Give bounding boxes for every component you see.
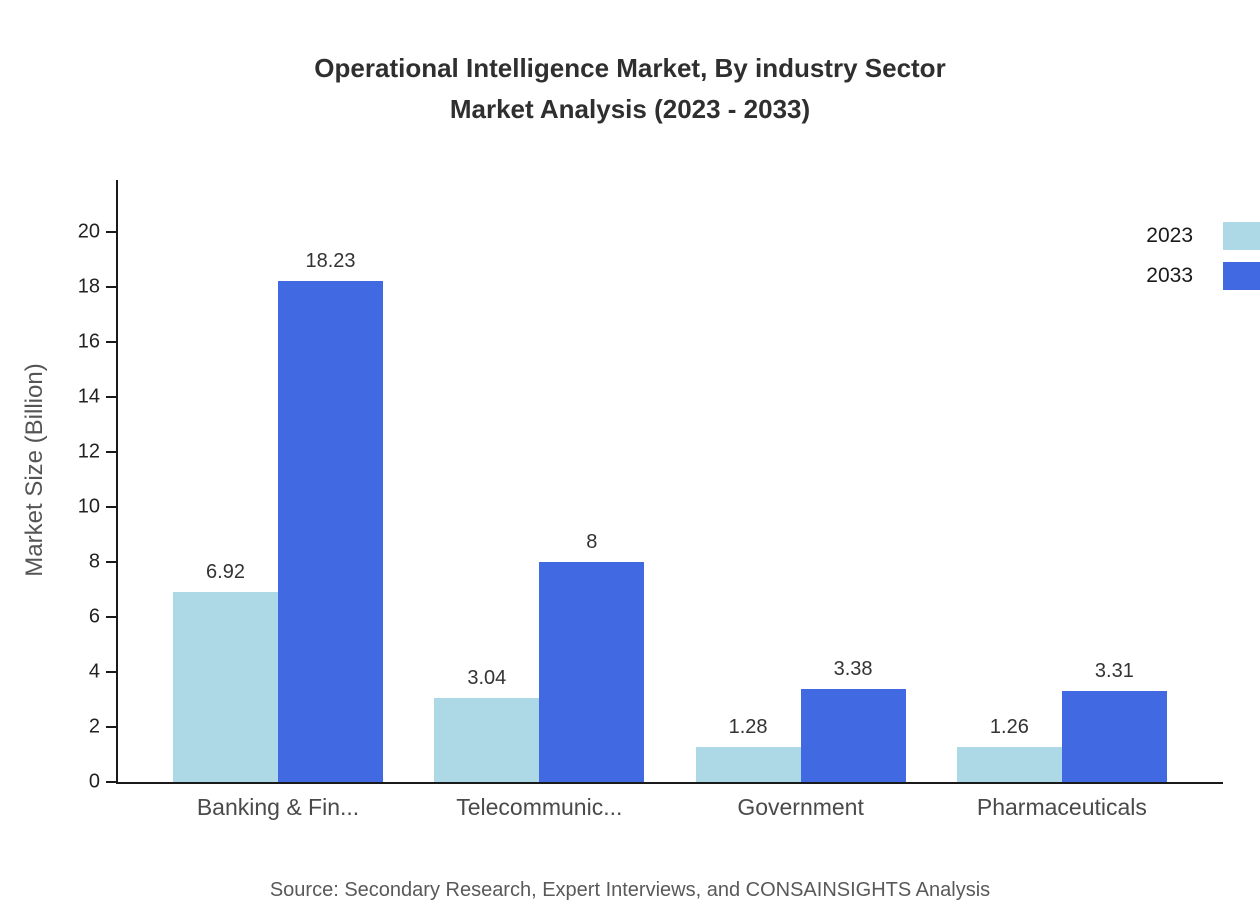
legend-label: 2023 (1146, 224, 1193, 247)
y-tick-mark (106, 616, 116, 618)
bar-2033-0 (278, 281, 383, 782)
legend-item-2023: 2023 (1146, 222, 1260, 250)
y-tick-mark (106, 396, 116, 398)
y-tick-label: 12 (77, 440, 100, 463)
legend-label: 2033 (1146, 264, 1193, 287)
bar-2023-1 (434, 698, 540, 782)
chart-title: Operational Intelligence Market, By indu… (0, 48, 1260, 130)
bar-value-label: 3.38 (833, 658, 873, 680)
bar-value-label: 1.28 (728, 716, 768, 738)
legend: 2023 2033 (1146, 222, 1260, 290)
y-tick-label: 6 (88, 605, 100, 628)
bar-2023-0 (173, 592, 278, 782)
bar-value-label: 18.23 (305, 250, 356, 272)
y-tick-label: 2 (88, 715, 100, 738)
bar-2033-3 (1061, 691, 1167, 782)
legend-swatch (1223, 262, 1260, 290)
y-tick-mark (106, 286, 116, 288)
y-tick-label: 18 (77, 275, 100, 298)
bar-value-label: 3.31 (1094, 660, 1134, 682)
x-category-label: Government (737, 794, 864, 820)
y-tick-label: 16 (77, 330, 100, 353)
x-axis-line (116, 782, 1223, 784)
bar-2023-2 (695, 747, 801, 782)
y-tick-label: 4 (88, 660, 100, 683)
y-tick-mark (106, 231, 116, 233)
chart-title-line-1: Operational Intelligence Market, By indu… (314, 53, 946, 83)
y-tick-label: 10 (77, 495, 100, 518)
x-category-label: Pharmaceuticals (976, 794, 1147, 820)
y-tick-label: 0 (88, 770, 100, 793)
bar-2033-2 (800, 689, 906, 782)
legend-item-2033: 2033 (1146, 262, 1260, 290)
x-category-label: Banking & Fin... (196, 794, 360, 820)
bar-value-label: 1.26 (989, 716, 1029, 738)
y-tick-mark (106, 726, 116, 728)
bar-value-label: 8 (586, 531, 598, 553)
legend-swatch (1223, 222, 1260, 250)
y-tick-mark (106, 561, 116, 563)
y-tick-label: 8 (88, 550, 100, 573)
y-tick-label: 14 (77, 385, 100, 408)
chart-title-line-2: Market Analysis (2023 - 2033) (449, 94, 811, 124)
bar-2023-3 (956, 747, 1062, 782)
y-tick-mark (106, 781, 116, 783)
y-tick-mark (106, 451, 116, 453)
y-tick-mark (106, 341, 116, 343)
y-axis-line (116, 180, 118, 784)
y-tick-label: 20 (77, 220, 100, 243)
source-note: Source: Secondary Research, Expert Inter… (269, 879, 991, 901)
y-tick-mark (106, 506, 116, 508)
bar-2033-1 (539, 562, 645, 782)
x-category-label: Telecommunic... (456, 794, 623, 820)
bar-value-label: 3.04 (467, 667, 507, 689)
y-tick-mark (106, 671, 116, 673)
bar-value-label: 6.92 (206, 561, 245, 583)
